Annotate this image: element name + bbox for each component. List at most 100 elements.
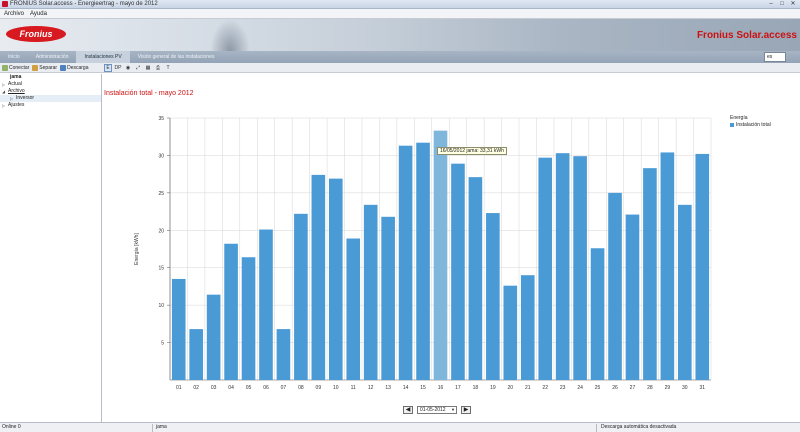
expand-arrow-icon[interactable]: ▷ (10, 96, 14, 101)
tab-inicio[interactable]: Inicio (8, 54, 20, 60)
tree-item-ajustes[interactable]: ▷ Ajustes (0, 102, 101, 109)
tree-item-actual[interactable]: ▷ Actual (0, 81, 101, 88)
toolbar: Conectar Separar Descarga E DP ◉ ⤢ ▦ ⎙ T (0, 63, 800, 73)
x-tick-label: 29 (665, 385, 671, 391)
y-tick-label: 5 (161, 341, 164, 347)
maximize-button[interactable]: □ (780, 1, 784, 7)
chart-bar (189, 329, 203, 380)
x-tick-label: 14 (403, 385, 409, 391)
language-select[interactable]: es (764, 52, 786, 62)
x-tick-label: 16 (438, 385, 444, 391)
legend-item: Instalación total (730, 122, 771, 128)
x-tick-label: 19 (490, 385, 496, 391)
chart-bar (520, 275, 535, 380)
x-tick-label: 09 (316, 385, 322, 391)
chart-bar (538, 157, 553, 380)
tree-label: Inversor (16, 95, 35, 101)
disconnect-label: Separar (39, 65, 58, 71)
chart-bar (416, 142, 430, 380)
x-tick-label: 12 (368, 385, 374, 391)
sidebar-tree: jama ▷ Actual ◢ Archivo ▷ Inversor ▷ Ajustes (0, 74, 102, 422)
energy-view-button[interactable]: E (104, 64, 112, 72)
y-tick-label: 35 (158, 116, 164, 122)
zoom-icon[interactable]: ⤢ (135, 65, 140, 71)
x-tick-label: 25 (595, 385, 601, 391)
legend-label: Instalación total (736, 122, 771, 128)
chart-bar (363, 204, 378, 380)
close-button[interactable]: ✕ (790, 1, 796, 7)
x-tick-label: 04 (228, 385, 234, 391)
connect-label: Conectar (9, 65, 30, 71)
tab-administracion[interactable]: Administración (35, 54, 69, 60)
x-tick-label: 21 (525, 385, 531, 391)
x-tick-label: 31 (699, 385, 705, 391)
dp-view-button[interactable]: DP (114, 65, 122, 71)
tree-label: Archivo (8, 88, 25, 94)
banner-image (210, 19, 250, 51)
x-tick-label: 18 (473, 385, 479, 391)
chart-bar (503, 285, 518, 380)
date-select[interactable]: 01-05-2012 ▼ (417, 406, 457, 414)
connect-button[interactable]: Conectar (2, 64, 29, 72)
chart-bar (625, 214, 640, 380)
chart-bar (468, 177, 483, 380)
chart-bar (206, 294, 221, 380)
nav-tabs: Inicio Administración Instalaciones PV V… (0, 51, 800, 63)
chart-bar (398, 145, 413, 380)
menu-bar: Archivo Ayuda (0, 9, 800, 19)
y-tick-label: 10 (158, 303, 164, 309)
disconnect-button[interactable]: Separar (32, 64, 57, 72)
tab-instalaciones-pv[interactable]: Instalaciones PV (76, 51, 130, 63)
chart-bar (276, 329, 291, 380)
energy-bar-chart[interactable]: 5 10 15 20 25 30 35 Energía [kWh] 01 02 03 04 05 06 07… (103, 74, 800, 422)
chevron-down-icon: ▼ (451, 407, 455, 412)
status-user: jama (156, 424, 167, 430)
download-button[interactable]: Descarga (60, 64, 89, 72)
chart-title: Instalación total - mayo 2012 (104, 90, 194, 97)
tree-item-archivo[interactable]: ◢ Archivo (0, 88, 101, 95)
x-tick-label: 01 (176, 385, 182, 391)
print-icon[interactable]: ⎙ (155, 65, 160, 71)
legend-title: Energía (730, 115, 748, 121)
y-tick-label: 25 (158, 191, 164, 197)
y-tick-label: 30 (158, 153, 164, 159)
tree-item-inversor[interactable]: ▷ Inversor (0, 95, 101, 102)
x-tick-label: 07 (281, 385, 287, 391)
chart-bar (311, 174, 326, 380)
x-tick-label: 24 (577, 385, 583, 391)
x-tick-label: 05 (246, 385, 252, 391)
prev-month-button[interactable]: ◀ (403, 406, 413, 414)
status-download: Descarga automática desactivada (601, 424, 677, 430)
tree-label: Ajustes (8, 102, 25, 108)
minimize-button[interactable]: – (769, 1, 773, 7)
chart-bar (294, 213, 308, 380)
chart-bar (678, 204, 692, 380)
expand-arrow-icon[interactable]: ▷ (2, 103, 6, 108)
tab-vision-general[interactable]: Visión general de las instalaciones (137, 54, 215, 60)
x-tick-label: 28 (647, 385, 653, 391)
table-icon[interactable]: ▦ (145, 65, 151, 71)
x-tick-label: 02 (193, 385, 199, 391)
tree-label: Actual (8, 81, 22, 87)
status-online: Online 0 (2, 424, 21, 430)
chart-bar (590, 248, 605, 380)
chart-bar (259, 229, 273, 380)
chart-style-icon[interactable]: ◉ (125, 65, 131, 71)
next-month-button[interactable]: ▶ (461, 406, 471, 414)
chart-bar (433, 130, 448, 380)
x-tick-label: 17 (455, 385, 461, 391)
chart-bar (643, 168, 657, 380)
chart-bar (695, 153, 710, 380)
x-tick-label: 20 (508, 385, 514, 391)
text-icon[interactable]: T (166, 65, 170, 71)
tree-user[interactable]: jama (10, 74, 22, 80)
x-tick-label: 08 (298, 385, 304, 391)
x-tick-label: 30 (682, 385, 688, 391)
menu-ayuda[interactable]: Ayuda (30, 10, 47, 17)
chart-bar (224, 243, 238, 380)
expand-arrow-icon[interactable]: ▷ (2, 82, 6, 87)
menu-archivo[interactable]: Archivo (4, 10, 25, 17)
status-bar: Online 0 jama Descarga automática desact… (0, 422, 800, 432)
status-divider (152, 424, 153, 432)
collapse-arrow-icon[interactable]: ◢ (2, 89, 6, 94)
